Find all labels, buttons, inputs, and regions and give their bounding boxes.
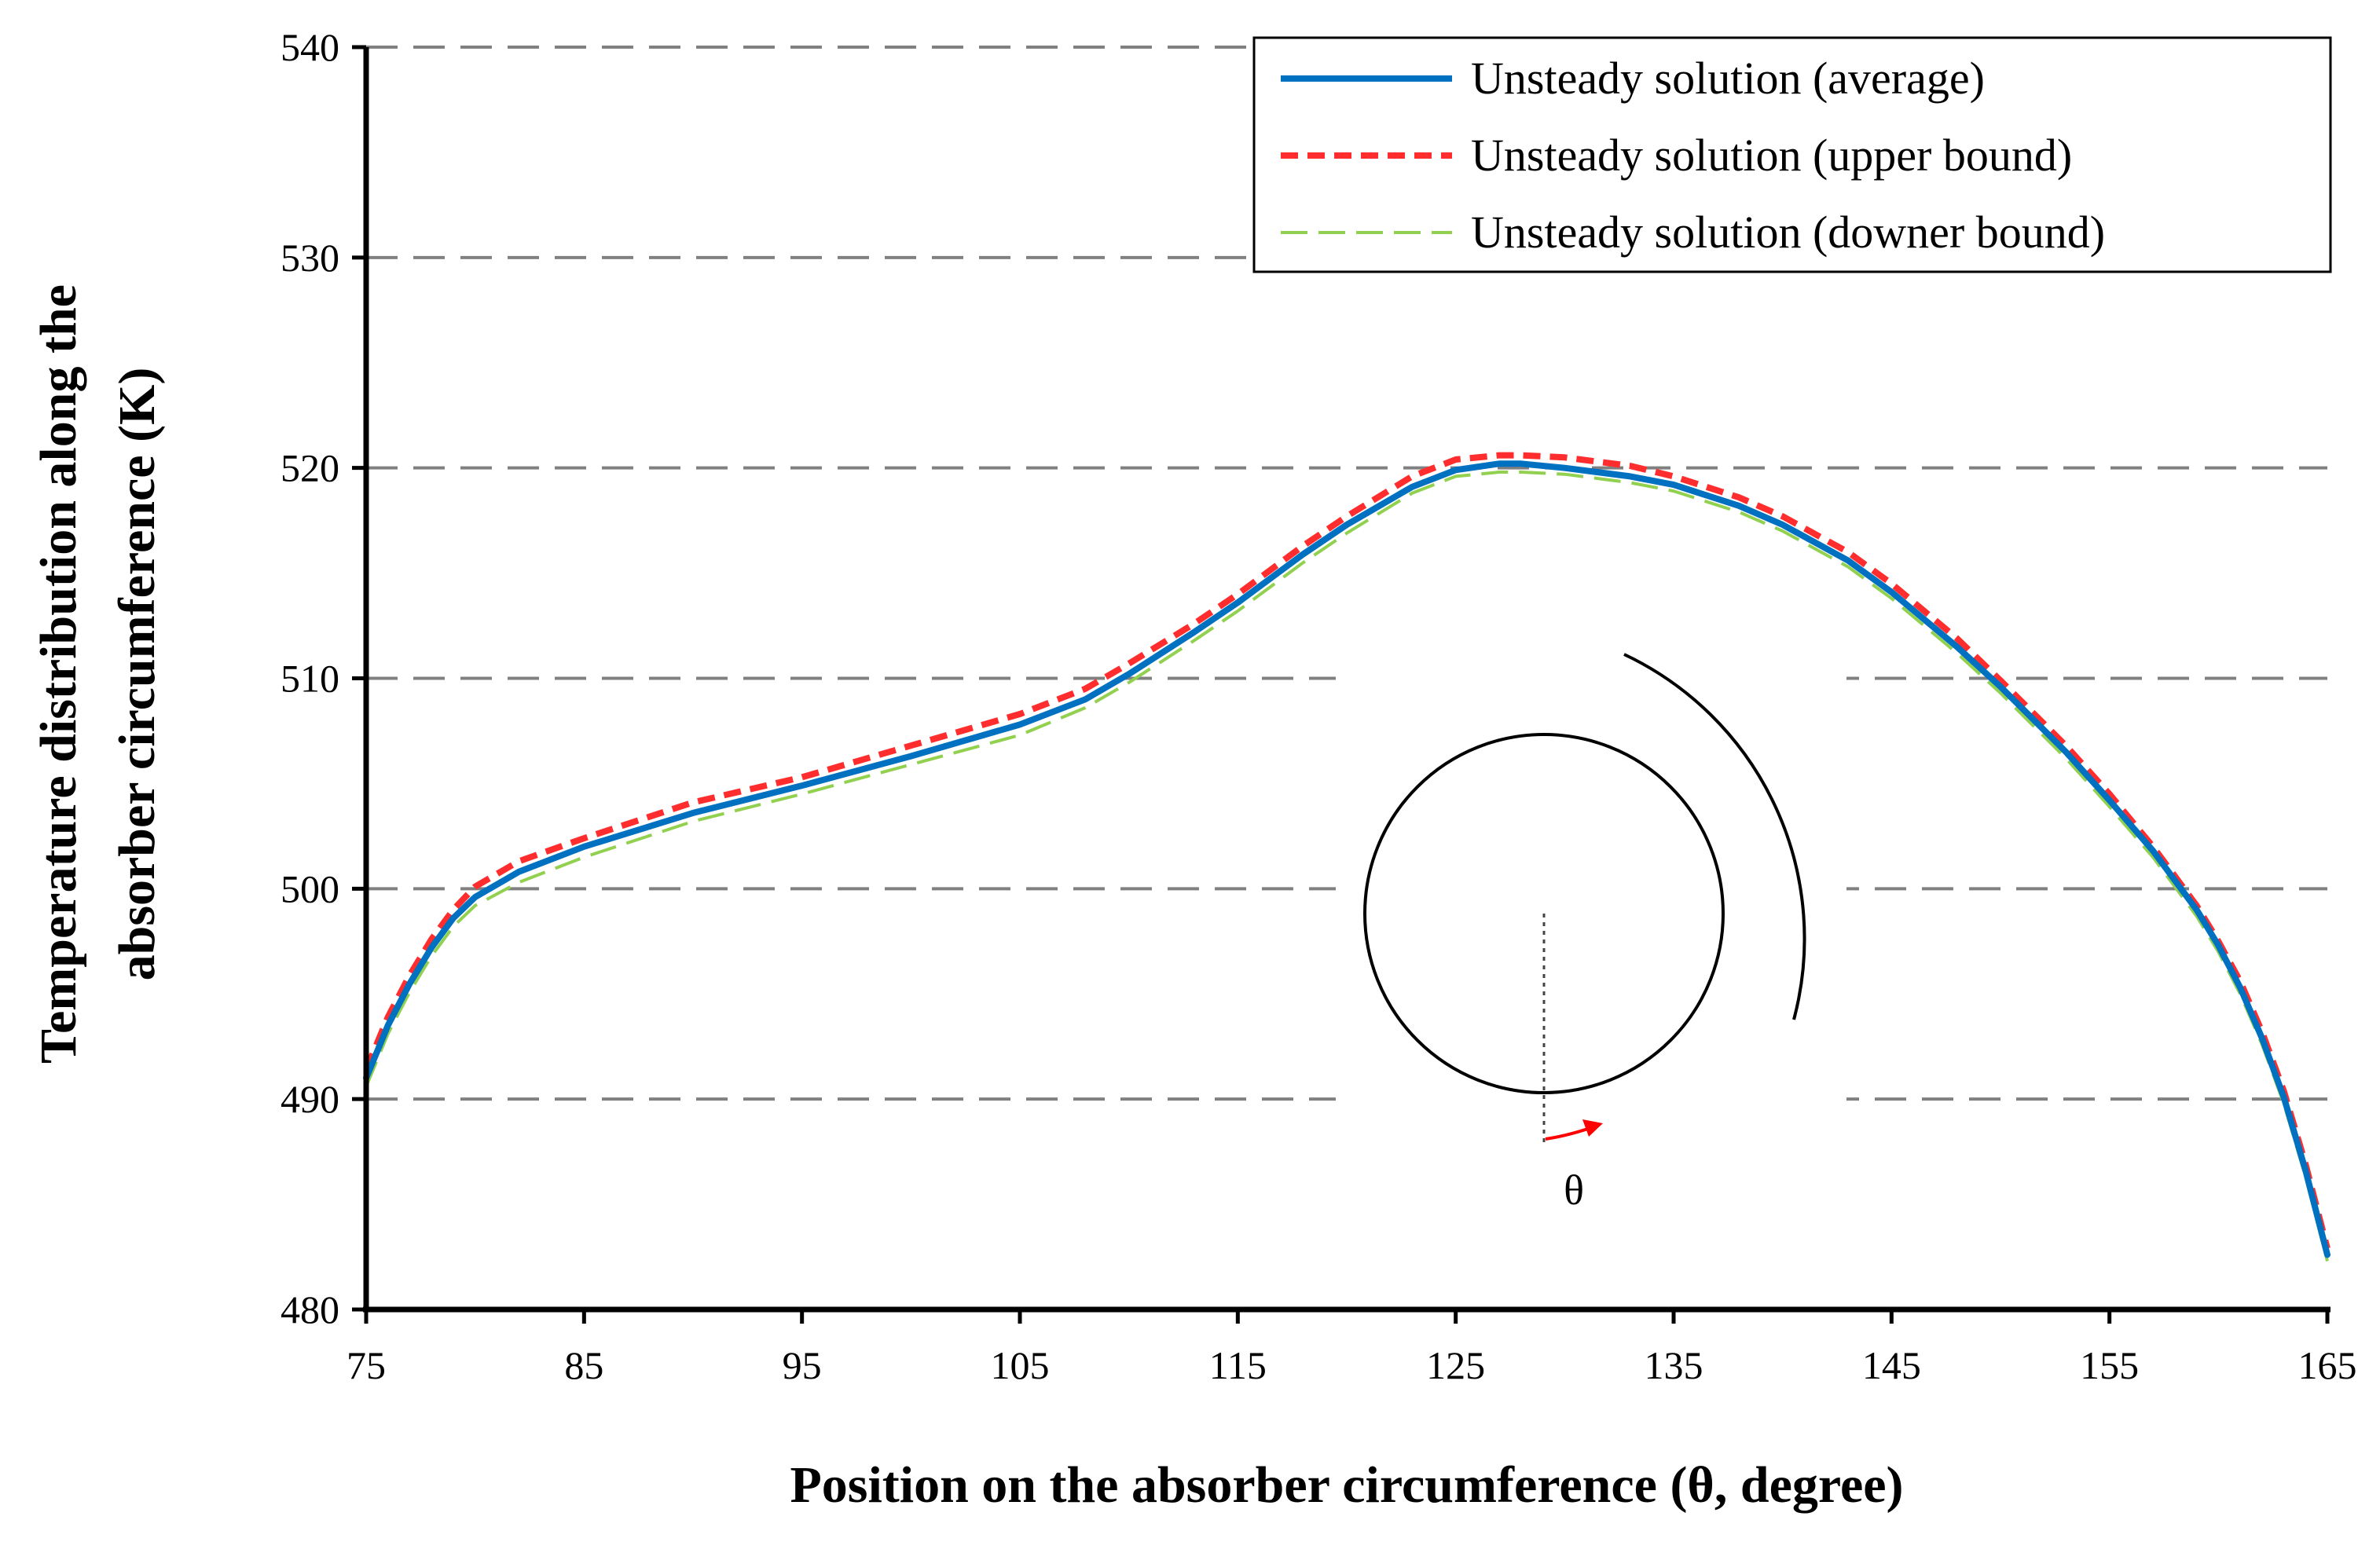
y-axis-title-line2: absorber circumference (K) — [108, 368, 166, 981]
x-tick-label: 125 — [1426, 1343, 1485, 1387]
y-tick-label: 520 — [281, 446, 339, 490]
y-tick-label: 530 — [281, 236, 339, 280]
x-tick-label: 115 — [1209, 1343, 1267, 1387]
series-line-2 — [365, 471, 2329, 1262]
x-tick-label: 105 — [991, 1343, 1050, 1387]
y-tick-label: 510 — [281, 657, 339, 701]
y-tick-label: 540 — [281, 25, 339, 69]
y-tick-label: 480 — [281, 1287, 339, 1331]
x-tick-label: 155 — [2080, 1343, 2139, 1387]
series-line-1 — [363, 452, 2330, 1250]
x-tick-label: 135 — [1645, 1343, 1703, 1387]
theta-arrowhead — [1582, 1119, 1603, 1137]
legend-label-1: Unsteady solution (upper bound) — [1471, 130, 2072, 181]
reflector-arc — [1623, 653, 1806, 1020]
x-tick-label: 85 — [564, 1343, 603, 1387]
x-tick-label: 145 — [1862, 1343, 1921, 1387]
y-tick-label: 500 — [281, 866, 339, 910]
legend-entries: Unsteady solution (average) Unsteady solu… — [1281, 53, 2105, 258]
absorber-circle — [1363, 733, 1725, 1094]
y-tick-label: 490 — [281, 1077, 339, 1121]
x-tick-label: 95 — [783, 1343, 822, 1387]
legend-label-2: Unsteady solution (downer bound) — [1471, 207, 2105, 258]
legend-label-0: Unsteady solution (average) — [1471, 53, 1985, 104]
absorber-inset-diagram: θ — [1336, 644, 1846, 1241]
theta-label: θ — [1564, 1167, 1584, 1214]
inset-background — [1336, 644, 1846, 1241]
x-axis-title: Position on the absorber circumference (… — [790, 1456, 1903, 1514]
legend: Unsteady solution (average) Unsteady solu… — [1252, 36, 2332, 273]
ticks: 480 490 500 510 520 530 540 75 85 95 105 115 125 135 1… — [281, 25, 2357, 1387]
y-axis-title-line1: Temperature distribution along the — [30, 284, 87, 1064]
series-line-0 — [363, 460, 2330, 1258]
series-layer — [363, 452, 2330, 1262]
x-tick-label: 165 — [2298, 1343, 2357, 1387]
x-tick-label: 75 — [347, 1343, 386, 1387]
